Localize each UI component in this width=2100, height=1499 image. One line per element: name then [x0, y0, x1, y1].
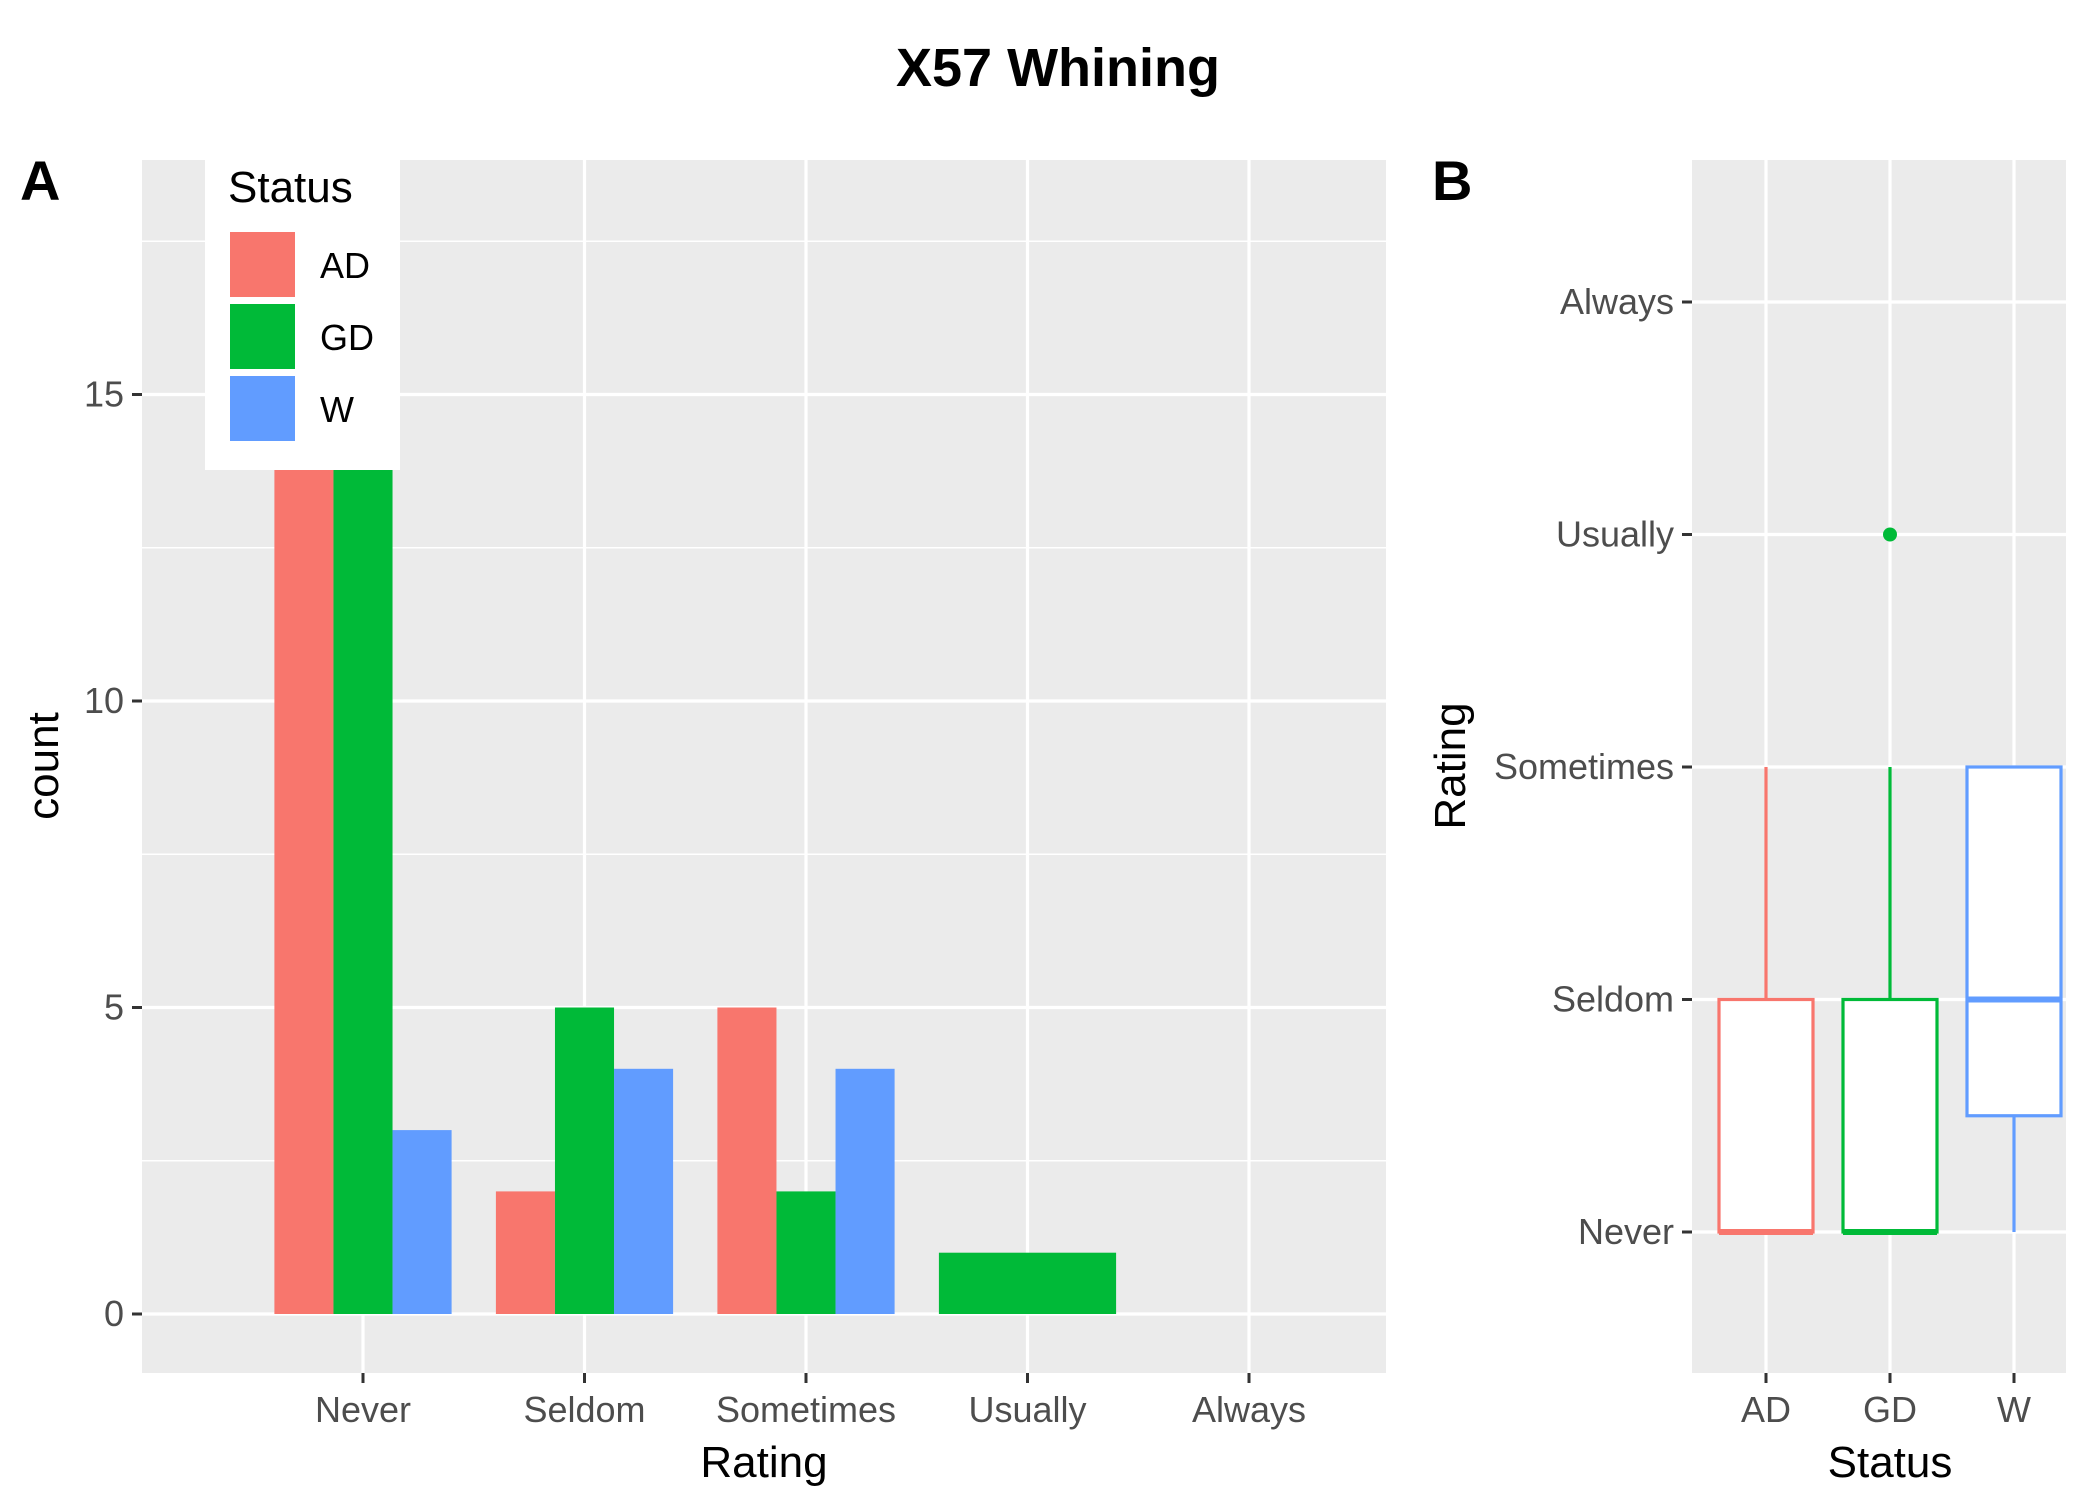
y-tick-label: Always [1560, 281, 1674, 322]
x-tick-label: Usually [968, 1389, 1086, 1430]
legend-label-AD: AD [320, 245, 370, 286]
panel-b-ticks: Never Seldom Sometimes Usually Always AD GD W [1494, 281, 2031, 1430]
panel-a-ylabel: count [19, 712, 68, 820]
outlier-point [1883, 527, 1897, 542]
bar-GD-Seldom [554, 1007, 615, 1314]
bar-GD-Usually [938, 1252, 1117, 1314]
box-AD [1717, 767, 1815, 1235]
bar-AD-Seldom [495, 1191, 555, 1314]
panel-b-boxes [1717, 527, 2063, 1235]
panel-a: A 0 5 10 15 Never Seldom Sometimes Usually Alway… [19, 149, 1386, 1487]
panel-a-xlabel: Rating [700, 1438, 827, 1487]
y-tick-label: Sometimes [1494, 746, 1674, 787]
box-W [1965, 765, 2063, 1232]
legend: Status AD GD W [205, 155, 400, 470]
y-tick-label: Usually [1556, 514, 1674, 555]
legend-title: Status [228, 163, 353, 212]
bar-AD-Sometimes [717, 1007, 777, 1314]
legend-label-W: W [320, 389, 354, 430]
panel-a-ticks: 0 5 10 15 Never Seldom Sometimes Usually Always [84, 374, 1306, 1431]
bar-W-Seldom [614, 1068, 674, 1314]
box-body [1717, 997, 1815, 1234]
x-tick-label: GD [1863, 1389, 1917, 1430]
bar-W-Sometimes [835, 1068, 895, 1314]
panel-b-tag: B [1432, 149, 1472, 212]
y-tick-label: 10 [84, 680, 124, 721]
chart-title: X57 Whining [896, 38, 1220, 98]
x-tick-label: Never [315, 1389, 411, 1430]
legend-key-GD [230, 304, 295, 369]
bar-GD-Sometimes [776, 1191, 836, 1314]
y-tick-label: Never [1578, 1211, 1674, 1252]
y-tick-label: 5 [104, 987, 124, 1028]
legend-key-AD [230, 232, 295, 297]
panel-b: B Never Seldom Sometimes Usually Always AD GD W… [1426, 149, 2066, 1487]
legend-label-GD: GD [320, 317, 374, 358]
box-body [1841, 997, 1939, 1234]
y-tick-label: 0 [104, 1293, 124, 1334]
x-tick-label: Sometimes [716, 1389, 896, 1430]
x-tick-label: AD [1741, 1389, 1791, 1430]
box-body [1965, 765, 2063, 1118]
panel-a-tag: A [20, 149, 60, 212]
bar-W-Never [392, 1130, 452, 1314]
panel-b-xlabel: Status [1828, 1438, 1953, 1487]
y-tick-label: Seldom [1552, 979, 1674, 1020]
legend-entries: AD GD W [230, 232, 374, 441]
legend-key-W [230, 376, 295, 441]
x-tick-label: Seldom [523, 1389, 645, 1430]
y-tick-label: 15 [84, 374, 124, 415]
box-GD [1841, 527, 1939, 1235]
x-tick-label: W [1997, 1389, 2031, 1430]
x-tick-label: Always [1192, 1389, 1306, 1430]
panel-b-ylabel: Rating [1426, 702, 1475, 829]
